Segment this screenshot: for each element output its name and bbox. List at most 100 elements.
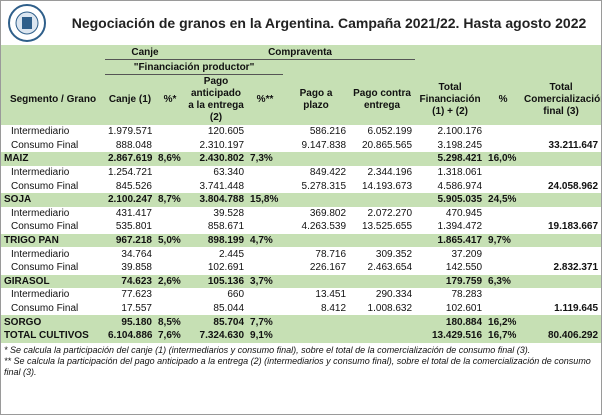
table-cell: 1.865.417 bbox=[415, 233, 486, 248]
table-cell bbox=[521, 274, 601, 289]
table-cell: 967.218 bbox=[105, 233, 155, 248]
column-header: %* bbox=[155, 74, 186, 125]
table-cell: Consumo Final bbox=[11, 262, 79, 274]
table-cell bbox=[247, 125, 283, 139]
table-cell bbox=[283, 328, 350, 343]
table-cell: 13.429.516 bbox=[415, 328, 486, 343]
table-cell: 1.119.645 bbox=[554, 303, 599, 315]
table-cell: 3.804.788 bbox=[185, 192, 248, 207]
footnote: * Se calcula la participación del canje … bbox=[4, 344, 531, 355]
table-cell bbox=[521, 207, 601, 221]
table-cell: 34.764 bbox=[121, 248, 152, 260]
column-header: %** bbox=[247, 74, 284, 125]
table-cell: 105.136 bbox=[185, 274, 248, 289]
table-cell: 2.867.619 bbox=[105, 152, 155, 166]
table-cell: 7,6% bbox=[155, 328, 186, 343]
title-bar: Negociación de granos en la Argentina. C… bbox=[1, 1, 601, 45]
table-cell: 1.394.472 bbox=[437, 221, 483, 233]
table-row: Intermediario 1.254.721 63.340 849.422 2.344… bbox=[1, 166, 601, 180]
table-cell bbox=[485, 179, 521, 193]
table-cell: 309.352 bbox=[375, 248, 413, 260]
table-row: Consumo Final 17.557 85.044 8.412 1.008.632 1… bbox=[1, 302, 601, 316]
table-cell: 15,8% bbox=[247, 192, 284, 207]
table-cell bbox=[247, 179, 283, 193]
table-cell: 2,6% bbox=[155, 274, 186, 289]
table-cell bbox=[155, 261, 185, 275]
table-cell: 85.044 bbox=[213, 303, 245, 315]
table-cell: 63.340 bbox=[213, 167, 245, 179]
table-cell bbox=[247, 261, 283, 275]
table-row: GIRASOL 74.623 2,6% 105.136 3,7% 179.759 6,3% bbox=[1, 274, 601, 289]
table-row: Consumo Final 845.526 3.741.448 5.278.315 14… bbox=[1, 179, 601, 193]
table-cell: 8,6% bbox=[155, 152, 186, 166]
table-cell: 535.801 bbox=[115, 221, 152, 233]
table-cell: GIRASOL bbox=[1, 274, 105, 289]
table-cell: 142.550 bbox=[445, 262, 483, 274]
column-header: Pago a plazo bbox=[283, 74, 350, 125]
table-cell: 2.463.654 bbox=[367, 262, 413, 274]
table-cell: 85.704 bbox=[185, 315, 248, 329]
table-cell bbox=[485, 207, 521, 221]
table-cell bbox=[349, 315, 416, 329]
table-cell: 4,7% bbox=[247, 233, 284, 248]
table-cell bbox=[521, 288, 601, 302]
table-row: SOJA 2.100.247 8,7% 3.804.788 15,8% 5.905.035… bbox=[1, 192, 601, 207]
table-cell: 6,3% bbox=[485, 274, 522, 289]
table-cell: 586.216 bbox=[309, 126, 347, 138]
table-cell bbox=[247, 207, 283, 221]
table: Canje Compraventa "Financiación producto… bbox=[1, 45, 601, 343]
table-cell: 2.072.270 bbox=[367, 207, 413, 219]
table-cell: 37.209 bbox=[451, 248, 483, 260]
table-cell: Intermediario bbox=[11, 167, 70, 179]
table-cell: 7,3% bbox=[247, 152, 284, 166]
table-cell bbox=[485, 125, 521, 139]
table-cell: Intermediario bbox=[11, 248, 70, 260]
table-cell: 77.623 bbox=[121, 289, 152, 301]
table-row: TOTAL CULTIVOS 6.104.886 7,6% 7.324.630 9,1%… bbox=[1, 328, 601, 343]
table-cell: 2.100.247 bbox=[105, 192, 155, 207]
column-header: Segmento / Grano bbox=[1, 74, 105, 125]
table-cell bbox=[349, 274, 416, 289]
table-row: MAIZ 2.867.619 8,6% 2.430.802 7,3% 5.298.421 1… bbox=[1, 152, 601, 166]
table-cell: 1.318.061 bbox=[437, 167, 483, 179]
column-header: Canje (1) bbox=[105, 74, 155, 125]
table-cell: 8,5% bbox=[155, 315, 186, 329]
table-cell bbox=[155, 302, 185, 316]
table-cell: 17.557 bbox=[121, 303, 152, 315]
table-cell bbox=[155, 166, 185, 180]
table-cell: 845.526 bbox=[115, 180, 152, 192]
table-cell: 1.254.721 bbox=[108, 167, 153, 179]
table-cell bbox=[485, 220, 521, 234]
table-row: SORGO 95.180 8,5% 85.704 7,7% 180.884 16,2% bbox=[1, 315, 601, 329]
table-cell: 660 bbox=[227, 289, 245, 301]
table-cell bbox=[247, 139, 283, 153]
table-cell: 24.058.962 bbox=[547, 180, 599, 192]
table-cell: SORGO bbox=[1, 315, 105, 329]
table-cell bbox=[247, 220, 283, 234]
table-cell bbox=[247, 247, 283, 261]
table-cell: 3.741.448 bbox=[199, 180, 245, 192]
table-cell: 1.008.632 bbox=[367, 303, 413, 315]
column-header: Total Comercialización final (3) bbox=[521, 74, 601, 125]
table-cell: 95.180 bbox=[105, 315, 155, 329]
table-cell bbox=[521, 125, 601, 139]
table-cell bbox=[485, 166, 521, 180]
table-cell bbox=[521, 247, 601, 261]
table-cell: 13.525.655 bbox=[361, 221, 413, 233]
table-cell: TOTAL CULTIVOS bbox=[1, 328, 105, 343]
title: Negociación de granos en la Argentina. C… bbox=[71, 15, 587, 31]
table-cell: Consumo Final bbox=[11, 221, 79, 233]
table-cell: 120.605 bbox=[207, 126, 245, 138]
table-row: Intermediario 431.417 39.528 369.802 2.072.2… bbox=[1, 207, 601, 221]
table-cell: SOJA bbox=[1, 192, 105, 207]
table-cell bbox=[155, 179, 185, 193]
table-cell bbox=[283, 274, 350, 289]
table-cell: 19.183.667 bbox=[547, 221, 599, 233]
table-cell: 9.147.838 bbox=[301, 139, 347, 151]
group-header: Canje bbox=[105, 45, 186, 60]
table-cell: 16,2% bbox=[485, 315, 522, 329]
table-cell: Intermediario bbox=[11, 289, 70, 301]
table-cell bbox=[521, 192, 601, 207]
table-cell: 6.052.199 bbox=[367, 126, 413, 138]
table-row: Consumo Final 535.801 858.671 4.263.539 13.5… bbox=[1, 220, 601, 234]
